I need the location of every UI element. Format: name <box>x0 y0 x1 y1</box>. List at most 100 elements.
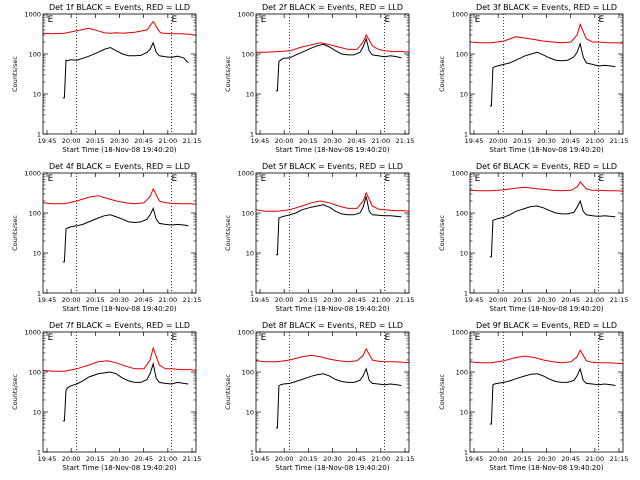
y-tick-label: 1000 <box>24 170 41 178</box>
y-tick-label: 1000 <box>451 170 468 178</box>
chart-title: Det 3f BLACK = Events, RED = LLD <box>476 3 617 12</box>
chart-panel: Det 8f BLACK = Events, RED = LLD 1 10 100 10… <box>224 321 414 472</box>
plot-frame <box>255 331 410 453</box>
x-tick-label: 20:45 <box>134 137 153 145</box>
x-tick-label: 20:15 <box>299 137 318 145</box>
x-tick-label: 20:00 <box>275 296 294 304</box>
y-tick-label: 1000 <box>237 170 254 178</box>
x-tick-label: 21:15 <box>183 455 202 463</box>
y-tick-label: 1000 <box>451 11 468 19</box>
x-tick-label: 21:15 <box>396 137 415 145</box>
e-marker: E <box>261 333 267 343</box>
plot-frame <box>42 172 197 294</box>
x-tick-label: 20:30 <box>323 455 342 463</box>
x-axis-label: Start Time (18-Nov-08 19:40:20) <box>275 464 389 472</box>
series-line-events <box>489 367 616 425</box>
chart-panel: Det 6f BLACK = Events, RED = LLD 1 10 100 10… <box>438 162 628 313</box>
x-tick-label: 20:45 <box>561 455 580 463</box>
x-tick-label: 19:45 <box>38 296 57 304</box>
x-tick-label: 21:15 <box>610 455 629 463</box>
x-tick-label: 20:00 <box>275 137 294 145</box>
chart-title: Det 6f BLACK = Events, RED = LLD <box>476 162 617 171</box>
x-tick-label: 20:00 <box>489 137 508 145</box>
x-axis-label: Start Time (18-Nov-08 19:40:20) <box>489 464 603 472</box>
x-tick-label: 20:30 <box>110 296 129 304</box>
x-tick-label: 20:15 <box>513 296 532 304</box>
x-tick-label: 21:15 <box>183 137 202 145</box>
e-marker: E <box>48 174 54 184</box>
y-tick-label: 1000 <box>237 329 254 337</box>
y-tick-label: 100 <box>456 51 468 59</box>
series-line-events <box>489 199 616 258</box>
e-marker: E <box>599 174 605 184</box>
y-tick-label: 100 <box>456 369 468 377</box>
x-tick-label: 21:15 <box>396 296 415 304</box>
x-tick-label: 20:00 <box>489 455 508 463</box>
x-tick-label: 19:45 <box>251 137 270 145</box>
x-tick-label: 20:45 <box>134 455 153 463</box>
x-tick-label: 21:00 <box>371 455 390 463</box>
x-tick-label: 20:45 <box>347 137 366 145</box>
x-tick-label: 21:00 <box>371 296 390 304</box>
y-tick-label: 1000 <box>451 329 468 337</box>
y-tick-label: 10 <box>246 250 254 258</box>
series-line-lld <box>255 191 410 212</box>
plot-frame <box>255 172 410 294</box>
y-axis-label: Counts/sec <box>11 374 19 410</box>
x-axis-label: Start Time (18-Nov-08 19:40:20) <box>275 305 389 313</box>
x-tick-label: 20:00 <box>62 455 81 463</box>
x-tick-label: 20:45 <box>134 296 153 304</box>
x-tick-label: 21:00 <box>158 455 177 463</box>
x-tick-label: 21:00 <box>158 137 177 145</box>
y-tick-label: 1 <box>37 290 41 298</box>
chart-panel: Det 7f BLACK = Events, RED = LLD 1 10 100 10… <box>11 321 201 472</box>
x-tick-label: 20:30 <box>537 455 556 463</box>
chart-panel: Det 3f BLACK = Events, RED = LLD 1 10 100 10… <box>438 3 628 154</box>
plot-frame <box>42 13 197 135</box>
x-axis-label: Start Time (18-Nov-08 19:40:20) <box>489 305 603 313</box>
plot-frame <box>469 172 624 294</box>
y-axis-label: Counts/sec <box>438 215 446 251</box>
series-line-lld <box>256 33 410 53</box>
y-tick-label: 10 <box>460 250 468 258</box>
y-tick-label: 1000 <box>237 11 254 19</box>
x-tick-label: 21:15 <box>396 455 415 463</box>
chart-panel: Det 4f BLACK = Events, RED = LLD 1 10 100 10… <box>11 162 201 313</box>
e-marker: E <box>48 333 54 343</box>
y-axis-label: Counts/sec <box>224 56 232 92</box>
x-tick-label: 19:45 <box>38 137 57 145</box>
x-tick-label: 20:00 <box>275 455 294 463</box>
y-axis-label: Counts/sec <box>11 215 19 251</box>
y-axis-label: Counts/sec <box>224 215 232 251</box>
x-tick-label: 21:00 <box>158 296 177 304</box>
e-marker: E <box>385 174 391 184</box>
e-marker: E <box>475 174 481 184</box>
series-line-events <box>489 42 616 107</box>
x-tick-label: 20:00 <box>62 296 81 304</box>
y-tick-label: 10 <box>246 91 254 99</box>
y-tick-label: 100 <box>242 369 254 377</box>
x-axis-label: Start Time (18-Nov-08 19:40:20) <box>62 146 176 154</box>
e-marker: E <box>172 174 178 184</box>
y-axis-label: Counts/sec <box>11 56 19 92</box>
plot-frame <box>469 13 624 135</box>
e-marker: E <box>172 333 178 343</box>
plot-frame <box>42 331 197 453</box>
e-marker: E <box>385 15 391 25</box>
y-tick-label: 10 <box>246 409 254 417</box>
x-tick-label: 20:30 <box>323 296 342 304</box>
chart-panel: Det 2f BLACK = Events, RED = LLD 1 10 100 10… <box>224 3 414 154</box>
y-tick-label: 1 <box>250 290 254 298</box>
y-tick-label: 1 <box>37 449 41 457</box>
x-axis-label: Start Time (18-Nov-08 19:40:20) <box>62 305 176 313</box>
y-tick-label: 1 <box>250 131 254 139</box>
x-tick-label: 19:45 <box>251 455 270 463</box>
series-line-lld <box>42 20 197 36</box>
series-line-events <box>62 41 189 99</box>
x-tick-label: 20:45 <box>347 455 366 463</box>
x-tick-label: 21:15 <box>183 296 202 304</box>
e-marker: E <box>172 15 178 25</box>
y-tick-label: 10 <box>33 250 41 258</box>
series-line-events <box>62 361 189 422</box>
